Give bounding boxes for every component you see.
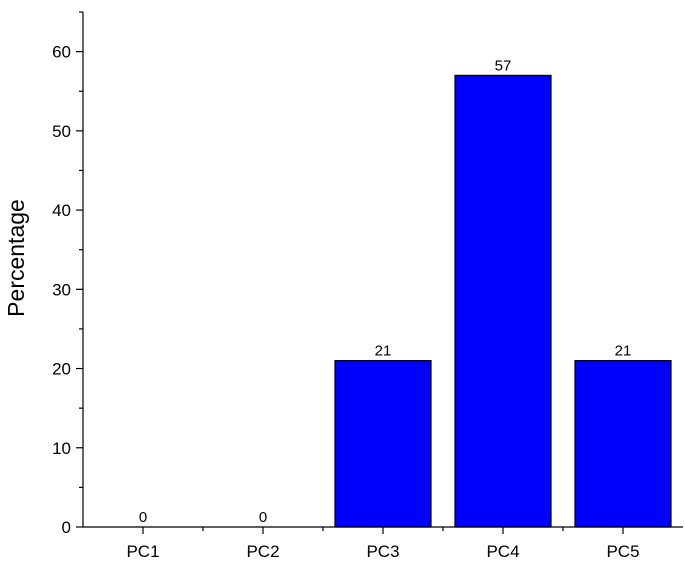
data-label-pc5: 21 <box>615 343 632 360</box>
bar-pc5 <box>574 360 672 528</box>
y-tick-label: 20 <box>52 360 71 379</box>
y-axis: 0 10 20 30 40 50 60 <box>52 11 84 537</box>
bar-pc3 <box>334 360 432 528</box>
x-tick-label-pc5: PC5 <box>606 542 639 561</box>
y-tick-label: 60 <box>52 43 71 62</box>
data-label-pc4: 57 <box>495 57 512 74</box>
y-axis-title: Percentage <box>3 199 29 317</box>
data-labels-group: 0 0 21 57 21 <box>139 57 632 526</box>
x-tick-label-pc3: PC3 <box>366 542 399 561</box>
data-label-pc3: 21 <box>375 343 392 360</box>
x-tick-label-pc1: PC1 <box>126 542 159 561</box>
y-tick-label: 30 <box>52 280 71 299</box>
data-label-pc1: 0 <box>139 509 147 526</box>
data-label-pc2: 0 <box>259 509 267 526</box>
bars-group <box>334 74 672 528</box>
x-tick-label-pc2: PC2 <box>246 542 279 561</box>
y-tick-label: 50 <box>52 122 71 141</box>
y-tick-label: 0 <box>62 518 71 537</box>
y-tick-label: 10 <box>52 439 71 458</box>
x-tick-label-pc4: PC4 <box>486 542 519 561</box>
x-axis: PC1 PC2 PC3 PC4 PC5 <box>83 526 683 561</box>
bar-pc4 <box>454 74 552 528</box>
y-tick-label: 40 <box>52 201 71 220</box>
